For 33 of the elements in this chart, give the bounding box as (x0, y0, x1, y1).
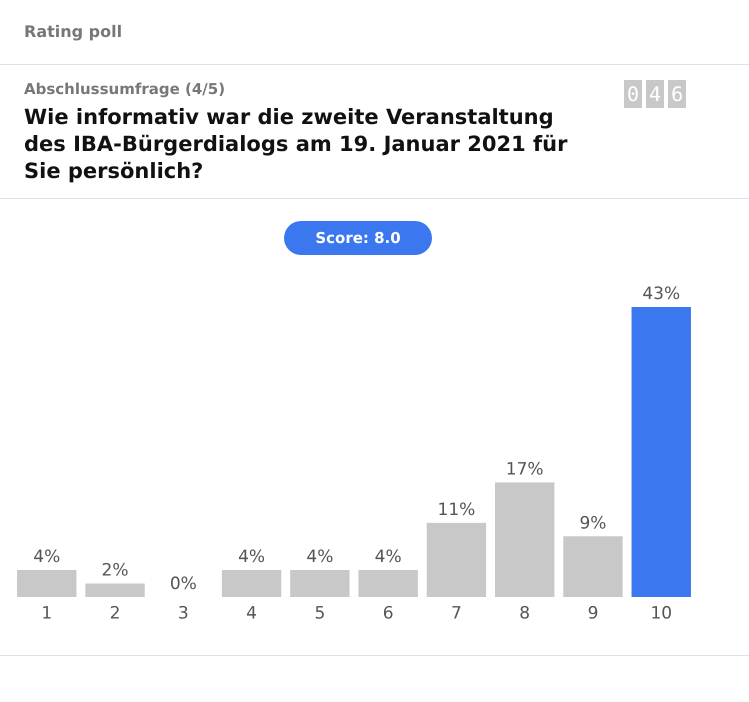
x-tick-label: 4 (246, 604, 257, 624)
x-tick-label: 5 (314, 604, 326, 624)
data-label: 43% (642, 284, 680, 304)
chart-subtitle: Abschlussumfrage (4/5) (24, 80, 226, 98)
x-tick-label: 1 (41, 604, 52, 624)
data-label: 4% (33, 547, 60, 568)
x-tick-label: 6 (382, 604, 394, 624)
bar (17, 570, 76, 597)
bar (426, 522, 486, 597)
bar (290, 570, 350, 597)
bar (632, 307, 691, 597)
chart-title: Wie informativ war die zweite Veranstaltung des IBA-Bürgerdialogs am 19. Januar 2021 für Sie persönlich? (24, 104, 568, 185)
data-label: 2% (102, 560, 129, 581)
data-label: 11% (438, 500, 476, 520)
bar (494, 482, 554, 597)
x-tick-label: 9 (588, 604, 598, 624)
data-label: 9% (579, 513, 606, 534)
data-label: 4% (238, 547, 266, 568)
data-label: 4% (306, 547, 334, 568)
x-tick-label: 10 (650, 604, 672, 624)
x-tick-label: 7 (451, 604, 462, 624)
bar (563, 536, 623, 597)
x-tick-label: 2 (110, 604, 120, 624)
bar (85, 584, 145, 597)
text: Score: 8.0 (284, 221, 432, 255)
data-label: 0% (170, 574, 197, 594)
data-label: 4% (374, 547, 402, 568)
bar (358, 570, 418, 597)
data-label: 17% (506, 459, 544, 480)
x-tick-label: 8 (519, 604, 530, 624)
x-tick-label: 3 (178, 604, 189, 624)
text: Rating poll (24, 22, 122, 41)
bar (222, 570, 282, 597)
